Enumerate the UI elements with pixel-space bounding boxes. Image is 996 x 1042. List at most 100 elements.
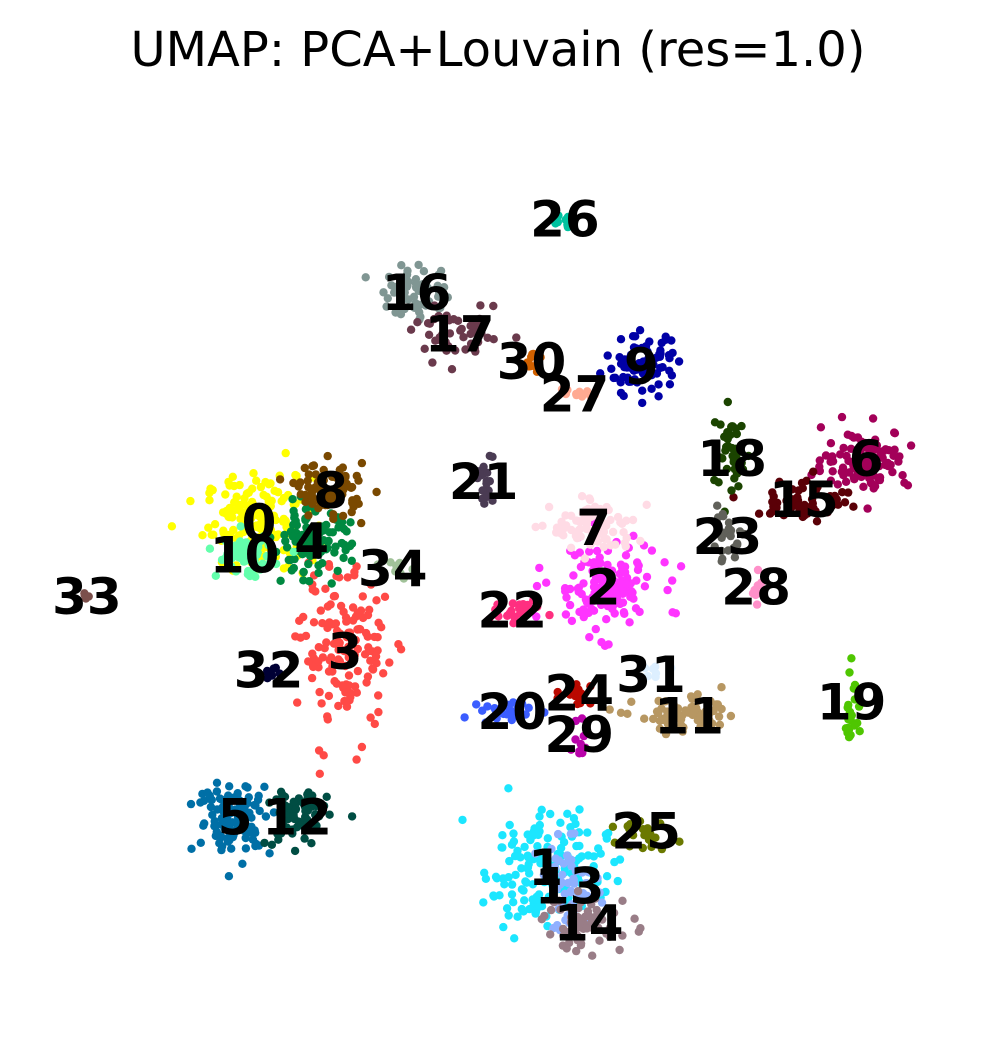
- point-cluster-29: [579, 731, 588, 741]
- cluster-21-points: [473, 451, 497, 508]
- point-cluster-4: [330, 548, 339, 557]
- point-cluster-10: [245, 571, 255, 581]
- point-cluster-3: [368, 665, 378, 674]
- point-cluster-3: [323, 715, 332, 724]
- point-cluster-9: [665, 380, 675, 389]
- point-cluster-13: [549, 878, 558, 887]
- point-cluster-24: [565, 690, 575, 699]
- point-cluster-15: [849, 502, 858, 511]
- point-cluster-0: [249, 469, 258, 478]
- point-cluster-23: [713, 501, 722, 510]
- point-cluster-18: [738, 465, 748, 474]
- point-cluster-3: [380, 592, 390, 601]
- point-cluster-1: [507, 890, 517, 899]
- point-cluster-7: [582, 524, 592, 534]
- point-cluster-4: [337, 538, 346, 548]
- point-cluster-4: [295, 533, 304, 542]
- point-cluster-12: [312, 821, 321, 830]
- point-cluster-15: [807, 495, 817, 504]
- point-cluster-7: [585, 495, 595, 505]
- point-cluster-6: [869, 445, 879, 454]
- point-cluster-17: [420, 344, 429, 353]
- point-cluster-19: [841, 724, 851, 733]
- point-cluster-15: [809, 467, 818, 476]
- point-cluster-1: [499, 922, 508, 932]
- point-cluster-6: [844, 456, 853, 466]
- cluster-28-points: [748, 565, 768, 609]
- point-cluster-9: [638, 359, 647, 369]
- point-cluster-1: [610, 857, 619, 867]
- point-cluster-1: [509, 829, 518, 838]
- point-cluster-1: [522, 878, 531, 887]
- point-cluster-2: [610, 609, 619, 618]
- point-cluster-3: [374, 691, 383, 700]
- point-cluster-4: [289, 506, 298, 516]
- point-cluster-22: [545, 610, 554, 620]
- cluster-label-5: 5: [218, 789, 253, 847]
- cluster-label-20: 20: [478, 683, 548, 741]
- point-cluster-15: [823, 508, 832, 517]
- point-cluster-16: [397, 261, 406, 270]
- point-cluster-4: [290, 554, 299, 564]
- point-cluster-31: [643, 672, 652, 681]
- point-cluster-6: [867, 454, 877, 463]
- point-cluster-23: [730, 543, 739, 552]
- point-cluster-10: [239, 549, 249, 559]
- point-cluster-11: [688, 694, 697, 704]
- cluster-16-points: [361, 260, 452, 324]
- point-cluster-5: [217, 820, 226, 829]
- point-cluster-15: [775, 477, 784, 486]
- point-cluster-1: [509, 837, 519, 846]
- point-cluster-18: [723, 428, 732, 437]
- point-cluster-16: [390, 288, 399, 297]
- point-cluster-7: [566, 543, 576, 552]
- point-cluster-5: [260, 782, 269, 791]
- point-cluster-16: [411, 279, 421, 288]
- point-cluster-6: [888, 467, 897, 477]
- point-cluster-6: [815, 456, 824, 465]
- point-cluster-17: [424, 330, 434, 339]
- point-cluster-1: [563, 809, 572, 818]
- point-cluster-13: [597, 898, 607, 907]
- point-cluster-4: [299, 567, 308, 577]
- point-cluster-1: [520, 842, 529, 852]
- point-cluster-2: [642, 572, 652, 582]
- point-cluster-14: [630, 914, 639, 923]
- point-cluster-12: [290, 846, 300, 856]
- point-cluster-4: [309, 549, 318, 558]
- point-cluster-17: [456, 325, 465, 335]
- point-cluster-27: [561, 389, 571, 399]
- point-cluster-11: [696, 722, 705, 732]
- point-cluster-5: [247, 822, 256, 831]
- point-cluster-8: [311, 470, 320, 479]
- point-cluster-16: [379, 288, 388, 297]
- point-cluster-5: [238, 823, 248, 832]
- cluster-label-11: 11: [654, 687, 724, 745]
- point-cluster-3: [342, 702, 352, 711]
- point-cluster-2: [620, 562, 630, 571]
- point-cluster-13: [570, 879, 579, 888]
- point-cluster-12: [311, 801, 321, 811]
- cluster-label-32: 32: [234, 641, 304, 699]
- point-cluster-17: [444, 342, 453, 351]
- point-cluster-12: [280, 792, 290, 801]
- point-cluster-2: [569, 571, 578, 580]
- point-cluster-1: [507, 880, 517, 889]
- point-cluster-34: [408, 565, 417, 574]
- point-cluster-14: [582, 924, 592, 933]
- point-cluster-30: [526, 361, 536, 371]
- point-cluster-4: [276, 576, 285, 585]
- point-cluster-17: [474, 317, 483, 326]
- point-cluster-7: [561, 511, 570, 520]
- point-cluster-20: [507, 708, 516, 717]
- point-cluster-11: [693, 690, 702, 699]
- point-cluster-19: [850, 683, 860, 692]
- point-cluster-3: [331, 619, 341, 628]
- point-cluster-4: [342, 527, 351, 536]
- point-cluster-17: [470, 344, 479, 353]
- cluster-33-points: [80, 589, 93, 603]
- point-cluster-2: [585, 633, 594, 642]
- point-cluster-23: [724, 518, 734, 527]
- point-cluster-4: [280, 530, 289, 540]
- point-cluster-31: [640, 664, 650, 673]
